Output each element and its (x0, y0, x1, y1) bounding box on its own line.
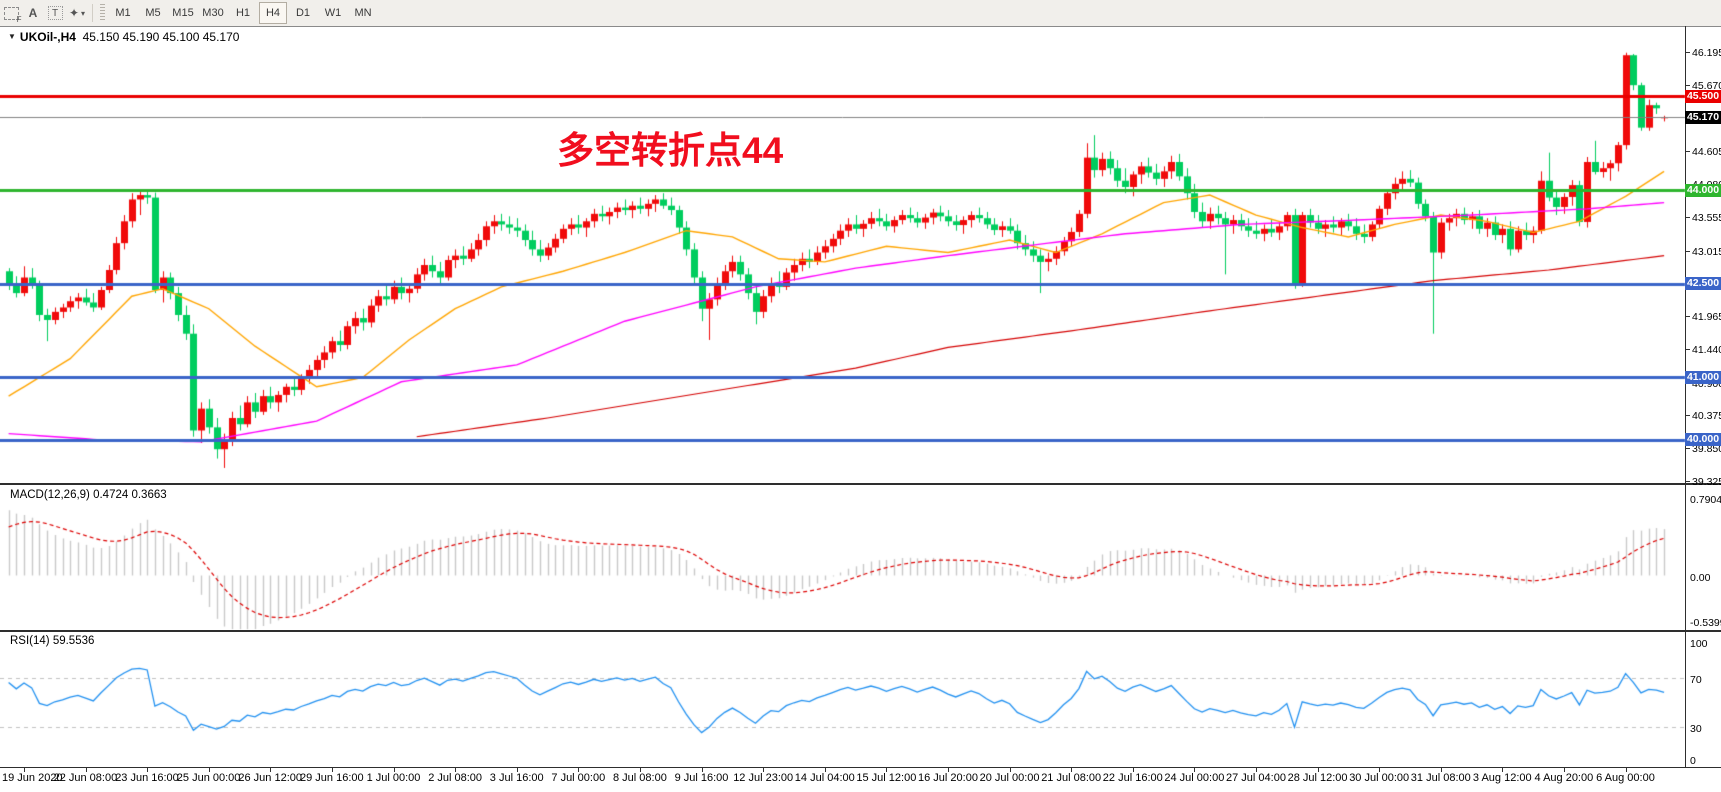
price-tick-label: 40.375 (1686, 410, 1721, 422)
price-tick-label: 46.195 (1686, 47, 1721, 59)
price-badge-45.500: 45.500 (1685, 89, 1721, 103)
date-label: 21 Jul 08:00 (1041, 772, 1102, 784)
date-label: 24 Jul 00:00 (1164, 772, 1225, 784)
date-tick (1502, 768, 1503, 772)
macd-pane-separator[interactable] (0, 483, 1721, 485)
rsi-scale-label: 70 (1690, 674, 1702, 687)
date-label: 20 Jul 00:00 (979, 772, 1040, 784)
date-label: 14 Jul 04:00 (794, 772, 855, 784)
date-label: 29 Jun 16:00 (300, 772, 364, 784)
date-label: 19 Jun 2020 (2, 772, 63, 784)
date-label: 30 Jul 00:00 (1349, 772, 1410, 784)
date-tick (640, 768, 641, 772)
rsi-label: RSI(14) 59.5536 (10, 635, 95, 647)
date-label: 8 Jul 08:00 (613, 772, 667, 784)
date-tick (763, 768, 764, 772)
date-tick (886, 768, 887, 772)
chart-annotation-text[interactable]: 多空转折点44 (557, 130, 784, 171)
price-tick-label: 43.015 (1686, 246, 1721, 258)
price-badge-40.000: 40.000 (1685, 433, 1721, 447)
price-tick-label: 43.555 (1686, 212, 1721, 224)
price-tick-label: 41.965 (1686, 311, 1721, 323)
date-tick (517, 768, 518, 772)
date-label: 16 Jul 20:00 (918, 772, 978, 784)
date-tick (702, 768, 703, 772)
macd-label: MACD(12,26,9) 0.4724 0.3663 (10, 489, 167, 501)
date-label: 9 Jul 16:00 (674, 772, 729, 784)
price-badge-45.170: 45.170 (1685, 110, 1721, 124)
price-badge-41.000: 41.000 (1685, 370, 1721, 384)
date-label: 2 Jul 08:00 (428, 772, 483, 784)
date-tick (1626, 768, 1627, 772)
date-tick (1133, 768, 1134, 772)
price-tick-label: 45.670 (1686, 80, 1721, 92)
date-label: 3 Jul 16:00 (489, 772, 544, 784)
date-axis-separator (0, 767, 1721, 768)
date-label: 23 Jun 16:00 (115, 772, 179, 784)
ohlc-values: 45.150 45.190 45.100 45.170 (82, 30, 240, 44)
date-tick (455, 768, 456, 772)
date-label: 15 Jul 12:00 (856, 772, 917, 784)
rsi-scale-label: 30 (1690, 722, 1702, 735)
date-label: 3 Aug 12:00 (1472, 772, 1532, 784)
date-tick (1010, 768, 1011, 772)
chart-title[interactable]: ▼ UKOil-,H4 45.150 45.190 45.100 45.170 (8, 30, 239, 44)
date-label: 22 Jul 16:00 (1102, 772, 1163, 784)
rsi-scale-label: 0 (1690, 755, 1696, 767)
date-label: 1 Jul 00:00 (366, 772, 421, 784)
date-tick (24, 768, 25, 772)
date-label: 26 Jun 12:00 (238, 772, 303, 784)
date-tick (209, 768, 210, 772)
date-tick (394, 768, 395, 772)
date-label: 31 Jul 08:00 (1410, 772, 1471, 784)
price-badge-42.500: 42.500 (1685, 277, 1721, 291)
date-tick (1441, 768, 1442, 772)
date-label: 25 Jun 00:00 (176, 772, 241, 784)
price-tick-label: 44.605 (1686, 146, 1721, 158)
date-label: 6 Aug 00:00 (1596, 772, 1655, 784)
rsi-pane-separator[interactable] (0, 630, 1721, 632)
date-tick (1194, 768, 1195, 772)
price-tick-label: 39.325 (1686, 476, 1721, 488)
date-tick (825, 768, 826, 772)
date-tick (578, 768, 579, 772)
date-tick (1256, 768, 1257, 772)
symbol-label: UKOil-,H4 (19, 30, 76, 44)
date-tick (1318, 768, 1319, 772)
date-tick (86, 768, 87, 772)
date-tick (147, 768, 148, 772)
macd-scale-label: 0.00 (1690, 571, 1711, 584)
date-tick (1564, 768, 1565, 772)
date-label: 4 Aug 20:00 (1534, 772, 1594, 784)
date-tick (948, 768, 949, 772)
date-label: 22 Jun 08:00 (53, 772, 118, 784)
date-tick (1379, 768, 1380, 772)
rsi-scale-label: 100 (1690, 638, 1708, 650)
date-label: 28 Jul 12:00 (1287, 772, 1348, 784)
macd-scale-label: 0.7904 (1690, 493, 1721, 506)
date-tick (270, 768, 271, 772)
chevron-down-icon[interactable]: ▼ (8, 32, 16, 41)
date-label: 27 Jul 04:00 (1226, 772, 1286, 784)
macd-scale-label: -0.5399 (1690, 617, 1721, 629)
price-tick-label: 41.440 (1686, 344, 1721, 356)
date-label: 7 Jul 00:00 (551, 772, 606, 784)
date-label: 12 Jul 23:00 (733, 772, 794, 784)
price-badge-44.000: 44.000 (1685, 183, 1721, 197)
date-tick (1071, 768, 1072, 772)
price-axis-border (1685, 26, 1686, 768)
date-tick (332, 768, 333, 772)
